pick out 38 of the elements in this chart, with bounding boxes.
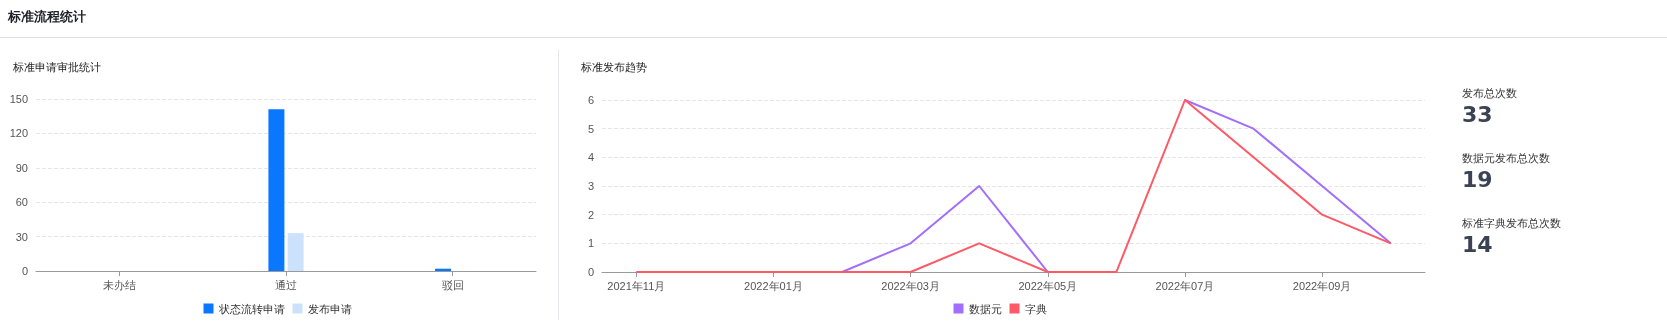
y-tick-label: 4 (587, 151, 594, 164)
x-tick-label: 驳回 (441, 278, 464, 291)
x-tick-label: 2022年05月 (1018, 279, 1078, 292)
legend-label: 数据元 (968, 302, 1002, 315)
x-tick-label: 2022年07月 (1155, 279, 1215, 292)
x-tick-label: 通过 (275, 278, 297, 291)
bar (268, 109, 285, 271)
legend-label: 字典 (1024, 302, 1047, 315)
y-tick-label: 6 (587, 94, 594, 106)
category-label: 发布总次数 (1462, 86, 1518, 101)
y-tick-label: 90 (15, 161, 28, 174)
data-label: 19 (1462, 166, 1494, 194)
x-tick-label: 未办结 (102, 278, 136, 291)
x-tick-label: 2022年03月 (881, 279, 940, 292)
y-tick-label: 2 (587, 208, 594, 221)
y-tick-label: 0 (21, 265, 28, 277)
data-label: 14 (1462, 231, 1494, 259)
category-label: 标准字典发布总次数 (1462, 216, 1562, 231)
chart-title: 标准发布趋势 (580, 60, 647, 73)
y-tick-label: 5 (587, 122, 594, 135)
legend-label: 发布申请 (307, 302, 352, 315)
bar (287, 233, 304, 271)
y-tick-label: 60 (15, 196, 28, 209)
y-tick-label: 1 (587, 237, 594, 250)
line-series (635, 99, 1392, 273)
text: 标准流程统计 (8, 8, 86, 26)
y-tick-label: 120 (9, 127, 28, 140)
x-tick-label: 2022年09月 (1292, 279, 1352, 292)
x-tick-label: 2021年11月 (607, 279, 666, 292)
y-tick-label: 3 (587, 180, 594, 192)
legend-label: 状态流转申请 (217, 302, 285, 315)
chart-title: 标准申请审批统计 (12, 60, 101, 73)
x-tick-label: 2022年01月 (744, 279, 803, 292)
y-tick-label: 30 (15, 230, 28, 243)
data-label: 33 (1462, 101, 1494, 129)
category-label: 数据元发布总次数 (1462, 151, 1551, 166)
y-tick-label: 0 (587, 266, 594, 278)
y-tick-label: 150 (9, 93, 28, 105)
